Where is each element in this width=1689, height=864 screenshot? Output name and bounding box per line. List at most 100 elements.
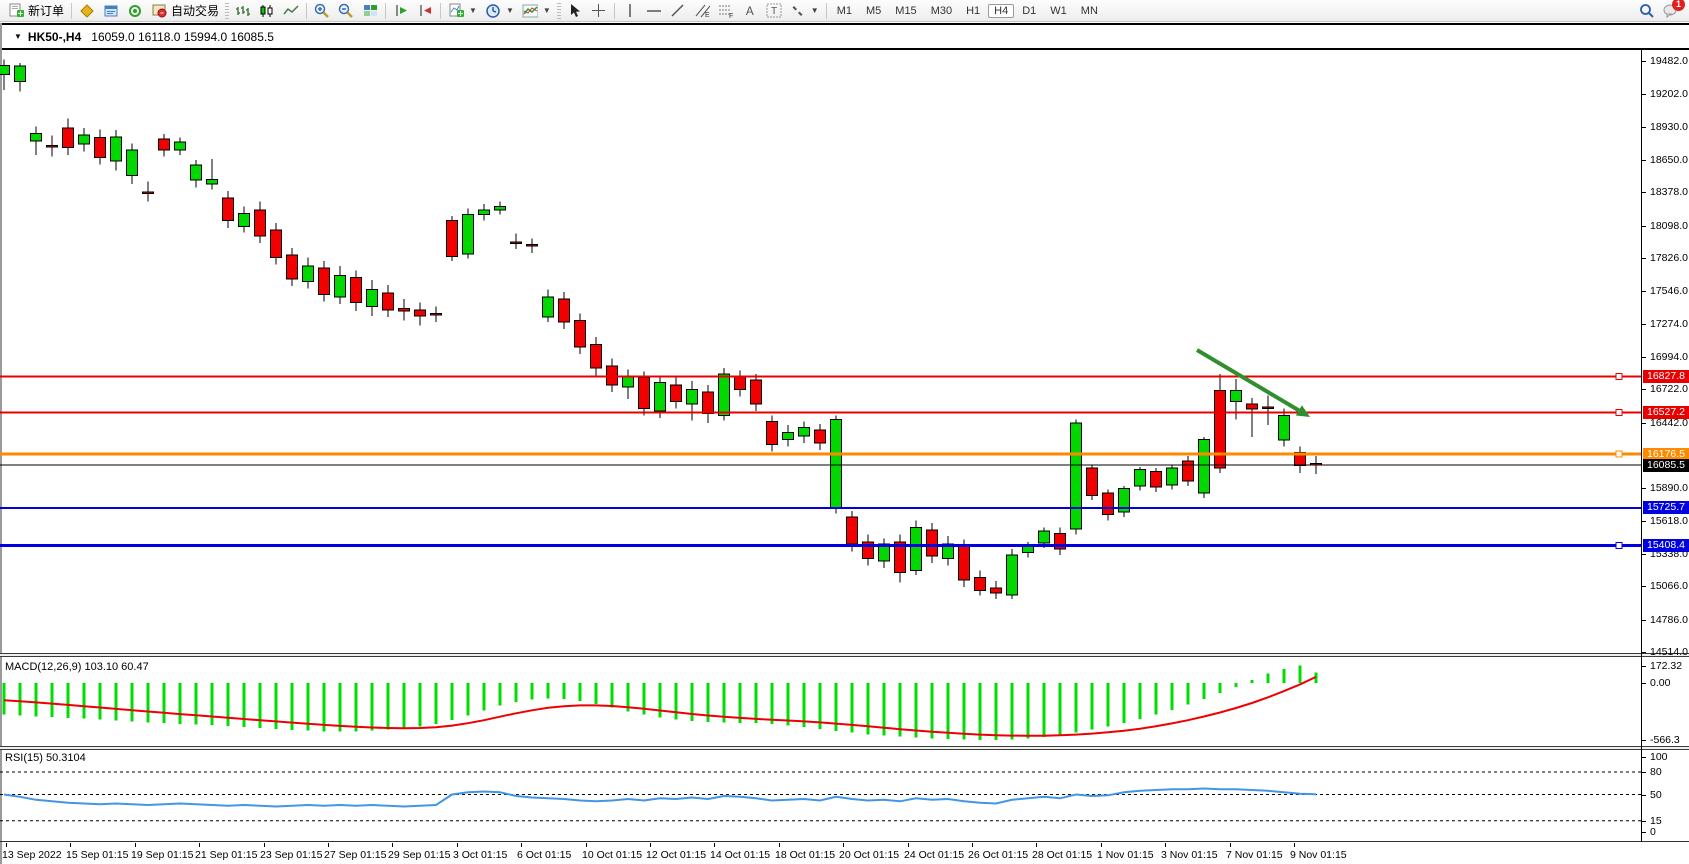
auto-scroll-button[interactable] — [389, 1, 413, 21]
candle — [558, 292, 570, 329]
text-tool-button[interactable]: A — [738, 1, 762, 21]
macd-histogram-bar — [546, 683, 550, 699]
svg-text:T: T — [771, 6, 777, 17]
price-axis-label: 15618.0 — [1650, 515, 1688, 527]
tf-mn[interactable]: MN — [1080, 4, 1098, 17]
macd-histogram-bar — [1090, 683, 1094, 730]
chevron-down-icon: ▼ — [505, 6, 514, 15]
macd-histogram-bar — [578, 683, 582, 702]
tf-m5[interactable]: M5 — [866, 4, 882, 17]
fibonacci-icon: F — [718, 3, 734, 19]
date-axis-label: 18 Oct 01:15 — [775, 849, 836, 861]
ohlc-values: 16059.0 16118.0 15994.0 16085.5 — [91, 29, 274, 44]
panel-separator[interactable] — [0, 653, 1689, 657]
panel-separator[interactable] — [0, 746, 1689, 750]
macd-axis-label: 0.00 — [1650, 677, 1671, 689]
macd-histogram-bar — [178, 683, 182, 724]
vertical-line-tool-button[interactable] — [618, 1, 642, 21]
navigator-button[interactable] — [123, 1, 147, 21]
crosshair-icon — [591, 3, 607, 19]
separator — [440, 2, 442, 19]
trend-arrow[interactable] — [1195, 348, 1300, 413]
line-chart-button[interactable] — [279, 1, 303, 21]
candle — [1134, 466, 1146, 491]
price-axis-label: 15066.0 — [1650, 580, 1688, 592]
chart-shift-button[interactable] — [413, 1, 437, 21]
line-handle[interactable] — [1615, 408, 1623, 416]
macd-histogram-bar — [1154, 683, 1158, 715]
cursor-tool-button[interactable] — [563, 1, 587, 21]
fibonacci-tool-button[interactable]: F — [714, 1, 738, 21]
candle — [1198, 437, 1210, 498]
macd-histogram-bar — [914, 683, 918, 738]
date-axis-label: 6 Oct 01:15 — [517, 849, 572, 861]
zoom-in-button[interactable] — [310, 1, 334, 21]
bar-chart-button[interactable] — [231, 1, 255, 21]
date-tick-mark — [199, 843, 200, 847]
candle — [1150, 468, 1162, 492]
window-left-border — [0, 23, 2, 864]
axis-tick-mark — [1641, 357, 1646, 358]
candle — [462, 208, 474, 259]
macd-histogram-bar — [450, 683, 454, 721]
trendline-icon — [670, 3, 686, 19]
new-order-button[interactable]: 新订单 — [4, 1, 68, 21]
horizontal-line-tool-button[interactable] — [642, 1, 666, 21]
candle — [46, 135, 58, 157]
collapse-triangle-icon[interactable]: ▼ — [14, 32, 22, 41]
macd-histogram-bar — [706, 683, 710, 723]
tile-windows-button[interactable] — [358, 1, 382, 21]
tf-w1[interactable]: W1 — [1050, 4, 1067, 17]
autotrading-button[interactable]: 自动交易 — [147, 1, 223, 21]
tf-h1[interactable]: H1 — [966, 4, 981, 17]
candle — [750, 374, 762, 411]
separator — [306, 2, 308, 19]
tf-m15[interactable]: M15 — [895, 4, 917, 17]
candle — [494, 201, 506, 215]
line-handle[interactable] — [1615, 450, 1623, 458]
chevron-down-icon: ▼ — [810, 6, 819, 15]
candle — [1054, 527, 1066, 555]
tf-d1[interactable]: D1 — [1022, 4, 1037, 17]
candle — [894, 534, 906, 583]
trend-arrow-head[interactable] — [1295, 405, 1310, 417]
tf-m1[interactable]: M1 — [836, 4, 852, 17]
data-window-button[interactable] — [99, 1, 123, 21]
macd-histogram-bar — [226, 683, 230, 726]
line-handle[interactable] — [1615, 542, 1623, 550]
line-handle[interactable] — [1615, 373, 1623, 381]
market-watch-button[interactable] — [75, 1, 99, 21]
tf-m30[interactable]: M30 — [930, 4, 953, 17]
channel-tool-button[interactable]: E — [690, 1, 714, 21]
candle — [734, 370, 746, 397]
label-tool-button[interactable]: T — [762, 1, 786, 21]
date-tick-mark — [457, 843, 458, 847]
chat-icon[interactable]: 1 — [1663, 0, 1685, 19]
axis-tick-mark — [1641, 488, 1646, 489]
candle — [990, 581, 1002, 599]
axis-tick-mark — [1641, 757, 1646, 758]
svg-text:E: E — [705, 12, 710, 18]
indicators-button[interactable]: ▼ — [518, 1, 555, 21]
profiles-button[interactable]: ▼ — [481, 1, 518, 21]
trendline-tool-button[interactable] — [666, 1, 690, 21]
candle — [398, 299, 410, 321]
date-axis-label: 26 Oct 01:15 — [968, 849, 1029, 861]
search-icon[interactable] — [1639, 3, 1655, 19]
date-axis-label: 20 Oct 01:15 — [839, 849, 900, 861]
line-price-label: 16527.2 — [1643, 406, 1689, 419]
shapes-button[interactable]: ▼ — [786, 1, 823, 21]
macd-axis-label: 172.32 — [1650, 660, 1683, 672]
axis-tick-mark — [1641, 389, 1646, 390]
macd-histogram-bar — [642, 683, 646, 715]
zoom-out-button[interactable] — [334, 1, 358, 21]
title-bottom-border — [0, 48, 1689, 50]
new-chart-button[interactable]: ▼ — [444, 1, 481, 21]
tf-h4[interactable]: H4 — [988, 3, 1015, 18]
candlestick-chart-button[interactable] — [255, 1, 279, 21]
crosshair-tool-button[interactable] — [587, 1, 611, 21]
date-tick-mark — [521, 843, 522, 847]
macd-histogram-bar — [882, 683, 886, 736]
date-tick-mark — [264, 843, 265, 847]
macd-histogram-bar — [722, 683, 726, 723]
